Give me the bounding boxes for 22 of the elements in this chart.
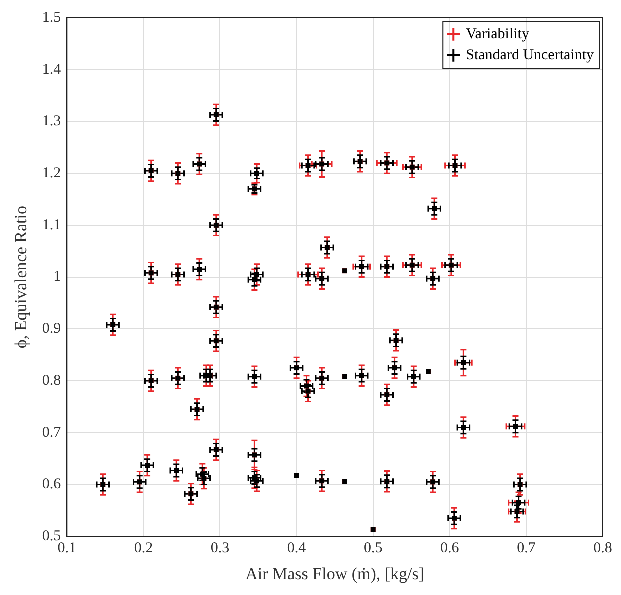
y-tick-label: 1.2 — [42, 166, 62, 182]
x-tick-label: 0.8 — [594, 540, 612, 557]
y-tick-label: 0.9 — [42, 321, 62, 338]
y-tick-label: 1.3 — [42, 114, 62, 130]
y-tick-label: 1.1 — [42, 217, 62, 234]
x-tick-label: 0.7 — [517, 540, 536, 557]
y-tick-label: 1.5 — [42, 10, 62, 26]
legend-label: Standard Uncertainty — [466, 47, 594, 64]
y-tick-label: 0.7 — [42, 424, 62, 441]
x-tick-label: 0.2 — [134, 540, 154, 557]
x-tick-label: 0.5 — [364, 540, 383, 557]
y-tick-label: 1 — [54, 269, 62, 286]
x-tick-label: 0.6 — [440, 540, 460, 557]
legend-label: Variability — [466, 26, 530, 42]
x-axis-title: Air Mass Flow (ṁ), [kg/s] — [246, 564, 425, 584]
x-tick-label: 0.4 — [287, 540, 307, 557]
y-tick-label: 0.6 — [42, 476, 62, 493]
y-axis-title: ϕ, Equivalence Ratio — [12, 206, 31, 349]
x-tick-label: 0.1 — [58, 540, 77, 557]
y-tick-label: 1.4 — [42, 62, 62, 78]
y-tick-label: 0.8 — [42, 372, 62, 389]
x-tick-label: 0.3 — [210, 540, 230, 557]
